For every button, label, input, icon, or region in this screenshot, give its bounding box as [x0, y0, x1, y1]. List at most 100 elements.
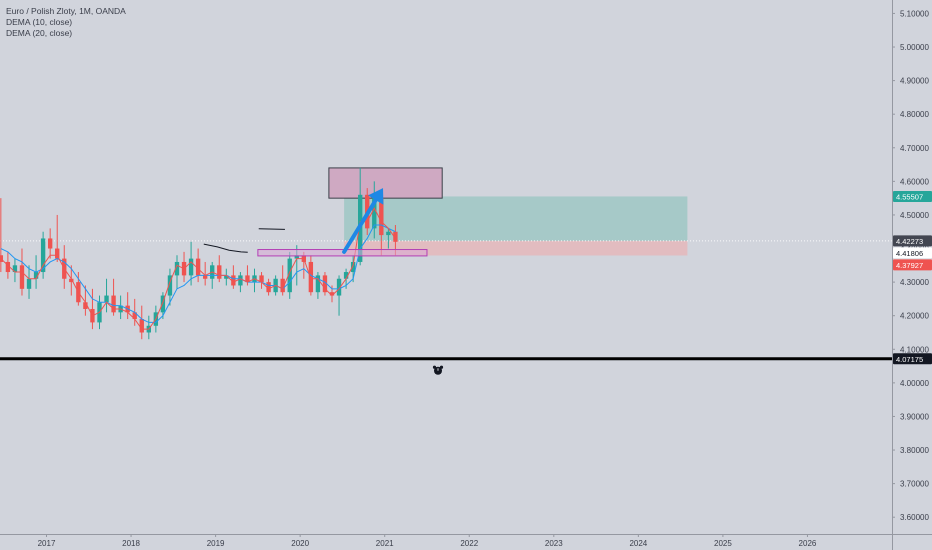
loss-zone[interactable]	[344, 240, 688, 256]
candle-body	[287, 258, 292, 293]
y-tick-label: 4.00000	[900, 379, 929, 388]
indicator-dema-10[interactable]: DEMA (10, close)	[6, 17, 73, 27]
x-tick-label: 2026	[799, 539, 817, 548]
profit-zone[interactable]	[344, 196, 688, 241]
x-tick-label: 2018	[122, 539, 140, 548]
indicator-dema-20[interactable]: DEMA (20, close)	[6, 28, 73, 38]
candle-body	[238, 275, 243, 286]
price-label-badge	[893, 235, 932, 247]
candle[interactable]	[315, 272, 321, 299]
candle[interactable]	[174, 255, 180, 289]
candle-body	[308, 261, 314, 293]
candle[interactable]	[372, 181, 377, 239]
candle-body	[26, 278, 32, 289]
candle-body	[231, 275, 236, 286]
x-tick-label: 2021	[376, 539, 394, 548]
candle-body	[217, 265, 222, 279]
price-label[interactable]: 4.07175	[893, 353, 932, 365]
price-label[interactable]: 4.42273	[893, 235, 932, 247]
candle-body	[266, 282, 271, 293]
candle[interactable]	[287, 251, 292, 299]
candle-body	[336, 278, 342, 296]
candle-body	[322, 275, 328, 293]
candle-body	[350, 261, 356, 273]
candle[interactable]	[47, 228, 53, 259]
chart-legend: Euro / Polish Zloty, 1M, OANDA DEMA (10,…	[6, 6, 126, 39]
dema-20-line[interactable]	[0, 224, 396, 323]
candle[interactable]	[202, 261, 208, 286]
y-tick-label: 3.60000	[900, 513, 929, 522]
candle-body	[55, 248, 60, 259]
price-label-text: 4.41806	[896, 249, 923, 258]
candle-body	[111, 295, 116, 313]
candle-body	[224, 275, 229, 279]
price-label-badge	[893, 190, 932, 202]
symbol-title[interactable]: Euro / Polish Zloty, 1M, OANDA	[6, 6, 126, 16]
arrow-shaft	[342, 198, 378, 254]
candle-body	[104, 295, 109, 303]
candle-body	[259, 275, 264, 283]
x-tick-label: 2025	[714, 539, 732, 548]
price-label-badge	[893, 247, 932, 259]
arrow-annotation[interactable]	[342, 188, 384, 254]
y-tick-label: 3.90000	[900, 412, 929, 421]
candle[interactable]	[266, 278, 271, 296]
target-box[interactable]	[328, 167, 443, 199]
candle[interactable]	[336, 275, 342, 316]
candle[interactable]	[238, 272, 243, 293]
price-label-badge	[893, 259, 932, 271]
candle-body	[174, 261, 180, 276]
drawn-line[interactable]	[258, 228, 285, 230]
candle[interactable]	[104, 278, 109, 313]
candle[interactable]	[322, 272, 328, 296]
candle-body	[386, 231, 391, 236]
candle[interactable]	[40, 231, 46, 279]
candle-body	[33, 272, 39, 279]
candle[interactable]	[139, 305, 144, 340]
price-label-badge	[893, 353, 932, 365]
y-tick-label: 4.10000	[900, 345, 929, 354]
price-label[interactable]: 4.37927	[893, 259, 932, 271]
candle-body	[69, 278, 74, 283]
candle[interactable]	[280, 265, 285, 296]
candle[interactable]	[12, 258, 18, 283]
candle-body	[132, 312, 137, 320]
candle-body	[47, 238, 53, 249]
alarm-clock-icon[interactable]	[432, 365, 444, 375]
candle[interactable]	[83, 285, 88, 316]
candle-body	[280, 278, 285, 293]
candle[interactable]	[188, 241, 194, 286]
candle[interactable]	[195, 248, 201, 283]
candle-body	[160, 295, 166, 313]
price-label[interactable]: 4.41806	[893, 247, 932, 259]
price-label[interactable]: 4.55507	[893, 190, 932, 202]
y-tick-label: 4.80000	[900, 110, 929, 119]
candle[interactable]	[69, 265, 74, 296]
candle[interactable]	[224, 268, 229, 286]
x-tick-label: 2019	[207, 539, 225, 548]
candle[interactable]	[386, 228, 391, 249]
y-tick-label: 4.30000	[900, 278, 929, 287]
candle-body	[5, 261, 11, 273]
y-tick-label: 5.00000	[900, 43, 929, 52]
candle[interactable]	[160, 292, 166, 320]
candle-body	[343, 272, 349, 279]
candle[interactable]	[55, 214, 60, 262]
price-label-text: 4.55507	[896, 192, 923, 201]
y-tick-label: 3.70000	[900, 480, 929, 489]
candle-body	[19, 265, 25, 289]
drawn-line[interactable]	[203, 243, 248, 253]
candle[interactable]	[259, 272, 264, 289]
candle[interactable]	[26, 265, 32, 299]
candle[interactable]	[231, 265, 236, 289]
candle[interactable]	[167, 268, 173, 306]
price-label-text: 4.07175	[896, 355, 923, 364]
candle[interactable]	[217, 255, 222, 283]
y-tick-label: 4.20000	[900, 312, 929, 321]
candle-body	[12, 265, 18, 273]
candle[interactable]	[111, 278, 116, 316]
dema-10-line[interactable]	[0, 207, 396, 330]
